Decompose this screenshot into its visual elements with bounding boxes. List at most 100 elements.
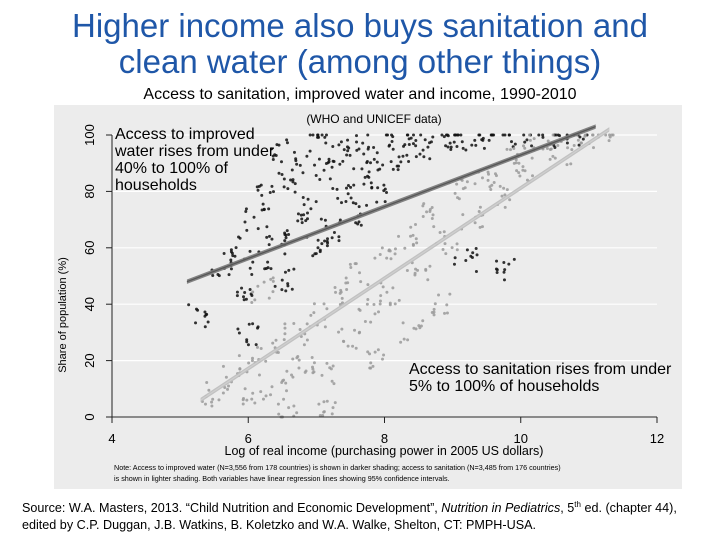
- sanitation-point: [514, 161, 518, 165]
- sanitation-point: [565, 163, 569, 167]
- sanitation-point: [312, 302, 316, 306]
- water-point: [407, 159, 411, 163]
- water-point: [461, 146, 465, 150]
- sanitation-point: [438, 230, 442, 234]
- sanitation-point: [378, 252, 382, 256]
- water-point: [292, 150, 296, 154]
- sanitation-point: [295, 356, 299, 360]
- water-point: [354, 221, 358, 225]
- chart-svg: 0 20 40 60 80 100 4 6 8 10 12 (WHO and UNICEF data…: [57, 112, 664, 483]
- water-point: [293, 182, 297, 186]
- water-point: [365, 160, 369, 164]
- sanitation-point: [346, 281, 350, 285]
- sanitation-point: [517, 161, 521, 165]
- water-point: [282, 185, 286, 189]
- water-point: [460, 140, 464, 144]
- sanitation-point: [344, 276, 348, 280]
- water-point: [327, 157, 331, 161]
- sanitation-point: [566, 146, 570, 150]
- water-point: [243, 291, 247, 295]
- water-point: [266, 260, 270, 264]
- sanitation-point: [274, 338, 278, 342]
- y-tick-label: 100: [82, 124, 97, 146]
- water-point: [541, 133, 545, 137]
- sanitation-point: [365, 302, 369, 306]
- sanitation-point: [393, 302, 397, 306]
- water-point: [323, 239, 327, 243]
- water-point: [299, 213, 303, 217]
- water-point: [324, 141, 328, 145]
- x-axis-label: Log of real income (purchasing power in …: [225, 444, 544, 458]
- water-point: [256, 227, 260, 231]
- water-point: [359, 223, 363, 227]
- sanitation-point: [545, 147, 549, 151]
- sanitation-point: [359, 280, 363, 284]
- water-point: [419, 133, 423, 137]
- sanitation-point: [309, 313, 313, 317]
- water-point: [196, 308, 200, 312]
- sanitation-point: [508, 148, 512, 152]
- sanitation-point: [428, 210, 432, 214]
- sanitation-point: [532, 137, 536, 141]
- sanitation-point: [276, 351, 280, 355]
- water-point: [449, 145, 453, 149]
- water-point: [267, 234, 271, 238]
- sanitation-point: [322, 410, 326, 414]
- water-point: [346, 138, 350, 142]
- sanitation-point: [551, 133, 555, 137]
- sanitation-point: [461, 187, 465, 191]
- sanitation-point: [271, 276, 275, 280]
- water-point: [385, 191, 389, 195]
- sanitation-point: [305, 322, 309, 326]
- water-point: [474, 269, 478, 273]
- sanitation-point: [342, 340, 346, 344]
- sanitation-point: [556, 144, 560, 148]
- water-point: [495, 271, 499, 275]
- sanitation-point: [414, 327, 418, 331]
- water-point: [284, 289, 288, 293]
- water-point: [495, 259, 499, 263]
- water-point: [260, 193, 264, 197]
- water-point: [284, 233, 288, 237]
- water-point: [235, 294, 239, 298]
- sanitation-annotation: Access to sanitation rises from under 5%…: [409, 361, 672, 395]
- sanitation-point: [358, 271, 362, 275]
- water-point: [345, 153, 349, 157]
- water-point: [355, 148, 359, 152]
- sanitation-point: [444, 252, 448, 256]
- water-point: [313, 252, 317, 256]
- water-point: [328, 177, 332, 181]
- water-point: [577, 143, 581, 147]
- water-point: [295, 162, 299, 166]
- sanitation-point: [372, 303, 376, 307]
- water-point: [381, 163, 385, 167]
- slide-title: Higher income also buys sanitation and c…: [0, 8, 720, 80]
- water-point: [318, 248, 322, 252]
- water-point: [366, 133, 370, 137]
- water-point: [525, 138, 529, 142]
- sanitation-point: [379, 294, 383, 298]
- sanitation-point: [337, 330, 341, 334]
- water-point: [414, 155, 418, 159]
- sanitation-point: [331, 406, 335, 410]
- water-point: [414, 144, 418, 148]
- water-point: [267, 243, 271, 247]
- water-point: [280, 288, 284, 292]
- sanitation-point: [203, 402, 207, 406]
- sanitation-point: [237, 354, 241, 358]
- water-point: [317, 135, 321, 139]
- water-point: [296, 219, 300, 223]
- water-point: [304, 219, 308, 223]
- water-point: [305, 217, 309, 221]
- water-point: [286, 187, 290, 191]
- water-point: [268, 190, 272, 194]
- water-point: [455, 145, 459, 149]
- water-point: [330, 165, 334, 169]
- sanitation-fit-line: [200, 128, 610, 401]
- water-point: [250, 273, 254, 277]
- sanitation-point: [287, 406, 291, 410]
- sanitation-point: [277, 412, 281, 416]
- water-point: [203, 310, 207, 314]
- water-point: [261, 202, 265, 206]
- water-point: [286, 282, 290, 286]
